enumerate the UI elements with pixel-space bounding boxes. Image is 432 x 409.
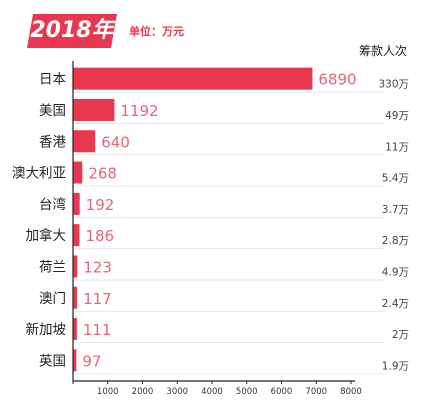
x-tick-label: 1000 (97, 387, 119, 397)
category-label: 加拿大 (26, 227, 67, 244)
value-label: 111 (83, 321, 112, 339)
category-label: 英国 (39, 352, 66, 369)
category-label: 澳大利亚 (12, 166, 66, 182)
right-count-label: 4.9万 (382, 266, 409, 278)
x-tick-label: 8000 (340, 387, 362, 397)
bar (73, 192, 80, 215)
category-label: 荷兰 (39, 259, 66, 275)
category-label: 台湾 (39, 196, 66, 213)
x-tick-label: 6000 (271, 387, 293, 397)
value-label: 6890 (318, 71, 356, 89)
bar (73, 161, 83, 184)
x-tick-label: 2000 (132, 387, 154, 397)
bar (73, 67, 313, 90)
bar (73, 286, 78, 309)
bar (73, 98, 115, 121)
bar (73, 349, 77, 372)
year-title: 2018年 (30, 18, 114, 43)
x-tick-label: 4000 (201, 387, 223, 397)
right-count-label: 2万 (392, 329, 409, 341)
right-column-title: 筹款人次 (359, 44, 407, 58)
value-label: 117 (83, 290, 112, 308)
bar (73, 318, 77, 341)
right-count-label: 5.4万 (382, 173, 409, 185)
right-count-label: 49万 (385, 110, 409, 122)
category-label: 新加坡 (26, 322, 67, 338)
category-label: 香港 (39, 134, 66, 150)
right-count-label: 3.7万 (382, 204, 409, 216)
right-count-label: 1.9万 (382, 360, 409, 372)
bar (73, 255, 78, 278)
value-label: 97 (82, 352, 101, 370)
value-label: 1192 (120, 102, 158, 120)
right-count-label: 11万 (385, 141, 409, 153)
value-label: 123 (83, 258, 112, 276)
value-label: 268 (88, 165, 117, 183)
value-label: 192 (86, 196, 115, 214)
category-label: 澳门 (39, 291, 66, 307)
value-label: 640 (101, 133, 130, 151)
x-tick-label: 5000 (236, 387, 258, 397)
value-label: 186 (85, 227, 114, 245)
right-count-label: 2.8万 (382, 235, 409, 247)
unit-label: 单位：万元 (129, 25, 184, 38)
x-tick-label: 7000 (305, 387, 327, 397)
bar (73, 224, 80, 247)
bar (73, 130, 96, 153)
category-label: 日本 (39, 72, 66, 88)
right-count-label: 2.4万 (382, 298, 409, 310)
category-label: 美国 (39, 103, 66, 119)
x-tick-label: 3000 (166, 387, 188, 397)
right-count-label: 330万 (378, 79, 409, 91)
